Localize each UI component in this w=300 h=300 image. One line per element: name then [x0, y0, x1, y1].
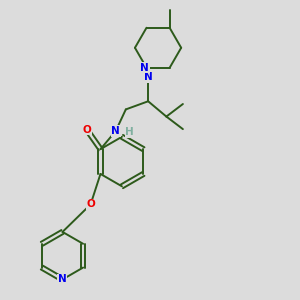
Text: H: H: [125, 127, 134, 137]
Text: N: N: [58, 274, 67, 284]
Text: N: N: [140, 63, 149, 73]
Text: O: O: [86, 200, 95, 209]
Text: O: O: [82, 125, 91, 135]
Text: N: N: [111, 126, 120, 136]
Text: N: N: [144, 73, 152, 82]
